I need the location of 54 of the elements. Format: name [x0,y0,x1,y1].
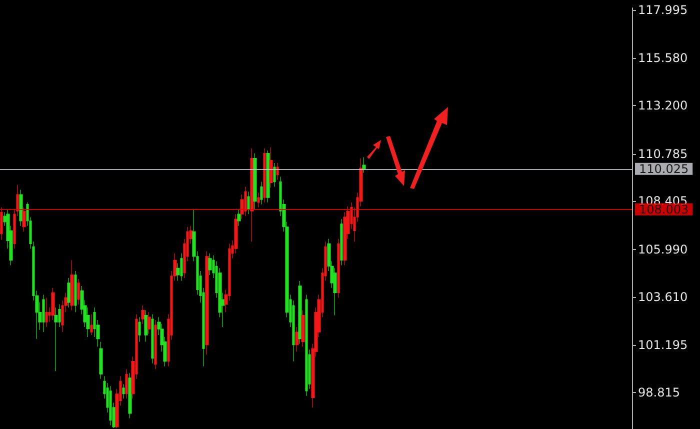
candlestick [263,148,266,203]
candlestick [70,260,74,311]
candlestick [253,152,257,210]
y-tick-label: 103.610 [638,290,688,304]
y-tick-label: 105.990 [638,242,688,256]
y-tick-label: 110.785 [638,146,688,161]
candlestick [147,312,151,334]
candlestick [208,253,212,276]
candlestick [298,280,302,344]
candlestick [337,238,340,298]
y-tick-label: 113.200 [638,98,688,113]
candlestick [269,147,273,188]
candlestick [266,150,270,203]
candlestick [109,386,112,426]
ref-line-label: 110.025 [639,162,689,176]
candlestick [90,314,93,336]
candlestick [151,314,154,364]
y-tick-label: 115.580 [638,51,688,66]
candlestick [144,310,148,342]
candlestick [74,270,77,313]
candlestick [154,320,157,370]
candlestick [125,368,128,399]
candlestick [180,253,183,282]
candlestick [0,207,3,240]
candlestick [273,162,276,188]
candlestick [122,384,125,399]
candlestick [51,288,55,320]
candlestick [340,218,343,266]
candlestick [141,305,145,324]
candlestick [244,186,247,216]
candlestick [362,156,366,174]
y-tick-label: 117.995 [638,2,688,17]
candlestick [276,162,279,180]
candlestick [301,310,305,348]
candlestick [99,342,103,380]
candlestick [77,278,80,305]
y-tick-label: 101.195 [638,338,688,352]
candlestick [45,297,48,328]
candlestick [128,372,132,419]
candlestick [54,307,58,372]
candlestick [305,294,308,396]
candlestick [19,189,23,226]
candlestick [247,191,250,214]
candlestick [237,209,241,226]
y-tick-label: 98.815 [638,386,680,400]
candlestick [205,251,209,355]
candlestick [257,192,260,208]
candlestick [260,181,263,205]
candlestick [42,294,45,332]
candlestick [22,207,26,232]
candlestick [250,148,254,242]
candlestick [295,326,299,352]
candlestick [138,316,141,342]
candlestick [67,278,71,308]
